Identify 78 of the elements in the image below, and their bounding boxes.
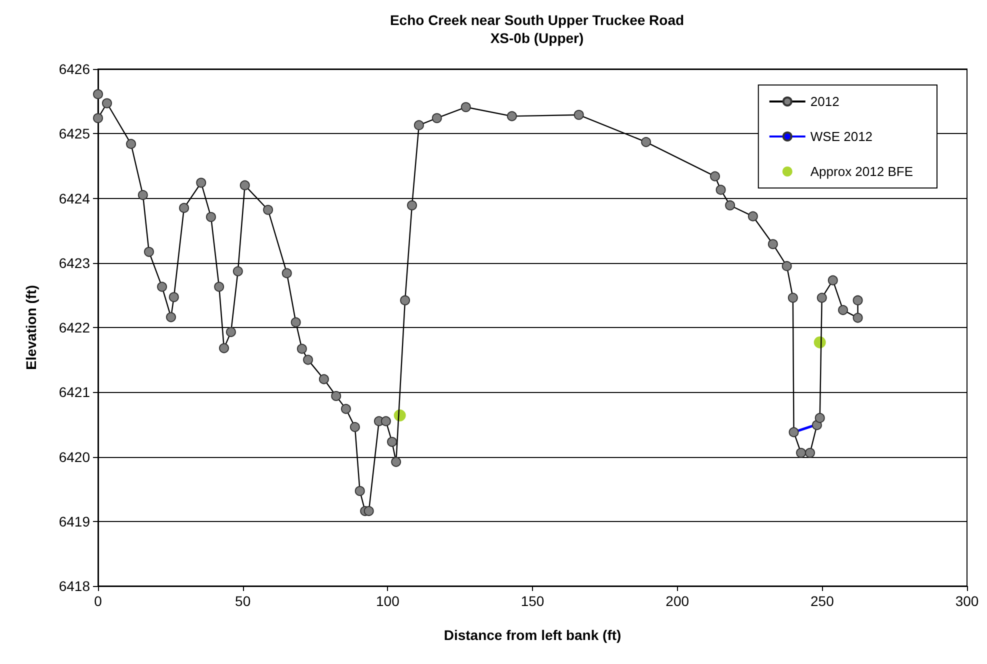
point bbox=[828, 275, 838, 286]
point bbox=[414, 120, 424, 130]
point bbox=[380, 416, 391, 426]
y-tick-label: 6419 bbox=[58, 513, 90, 530]
point bbox=[460, 102, 471, 112]
point bbox=[179, 202, 190, 213]
point bbox=[788, 427, 799, 438]
point bbox=[93, 113, 103, 124]
x-tick-label: 300 bbox=[955, 593, 979, 609]
point bbox=[166, 312, 176, 322]
point bbox=[340, 404, 351, 414]
point bbox=[296, 344, 307, 354]
point bbox=[788, 292, 798, 303]
point bbox=[391, 456, 402, 467]
point bbox=[206, 212, 216, 222]
point bbox=[407, 200, 417, 210]
y-tick-label: 6424 bbox=[58, 190, 90, 206]
point bbox=[852, 312, 863, 323]
x-tick-label: 150 bbox=[520, 593, 544, 609]
point bbox=[716, 184, 726, 195]
point bbox=[168, 292, 179, 302]
point bbox=[290, 317, 301, 328]
point bbox=[219, 343, 230, 354]
point bbox=[574, 110, 584, 120]
point bbox=[748, 211, 758, 222]
point bbox=[214, 282, 224, 292]
point bbox=[331, 391, 342, 401]
point bbox=[240, 180, 250, 190]
y-axis-title: Elevation (ft) bbox=[23, 285, 39, 370]
point bbox=[814, 412, 825, 423]
point bbox=[725, 200, 736, 210]
point bbox=[641, 137, 652, 148]
point bbox=[226, 327, 236, 338]
point bbox=[263, 204, 274, 215]
x-tick-label: 200 bbox=[666, 593, 690, 609]
y-tick-label: 6421 bbox=[58, 384, 90, 400]
point bbox=[350, 422, 360, 432]
point bbox=[93, 89, 103, 100]
point bbox=[318, 374, 329, 384]
y-tick-label: 6422 bbox=[58, 320, 90, 336]
y-tick-label: 6426 bbox=[58, 61, 90, 77]
point bbox=[796, 448, 806, 458]
chart-subtitle: XS-0b (Upper) bbox=[490, 30, 584, 46]
chart-title: Echo Creek near South Upper Truckee Road bbox=[390, 12, 684, 28]
x-tick-label: 100 bbox=[376, 593, 400, 609]
x-tick-label: 50 bbox=[235, 593, 251, 609]
y-tick-label: 6425 bbox=[58, 126, 90, 142]
y-tick-label: 6420 bbox=[58, 448, 90, 465]
point bbox=[400, 295, 410, 306]
legend-label: Approx 2012 BFE bbox=[810, 164, 914, 179]
point bbox=[364, 506, 374, 516]
point bbox=[282, 268, 292, 278]
point bbox=[816, 292, 827, 303]
point bbox=[506, 111, 517, 122]
point bbox=[232, 266, 243, 276]
point bbox=[782, 261, 792, 272]
y-tick-label: 6418 bbox=[58, 578, 90, 594]
point bbox=[102, 98, 112, 108]
point bbox=[157, 282, 168, 292]
x-axis-title: Distance from left bank (ft) bbox=[444, 627, 622, 643]
point bbox=[387, 436, 398, 447]
point bbox=[838, 305, 848, 316]
point bbox=[805, 448, 815, 458]
point bbox=[196, 178, 206, 188]
y-tick-label: 6423 bbox=[58, 254, 90, 271]
legend-label: 2012 bbox=[810, 94, 840, 109]
point bbox=[768, 239, 778, 250]
point bbox=[138, 190, 148, 200]
legend-label: WSE 2012 bbox=[810, 129, 873, 144]
point bbox=[710, 171, 720, 182]
x-tick-label: 250 bbox=[810, 593, 834, 609]
point bbox=[432, 113, 442, 124]
point bbox=[144, 246, 154, 257]
point bbox=[303, 354, 314, 365]
point bbox=[354, 486, 365, 496]
point bbox=[852, 295, 863, 306]
x-tick-label: 0 bbox=[94, 593, 102, 609]
point bbox=[126, 138, 136, 149]
